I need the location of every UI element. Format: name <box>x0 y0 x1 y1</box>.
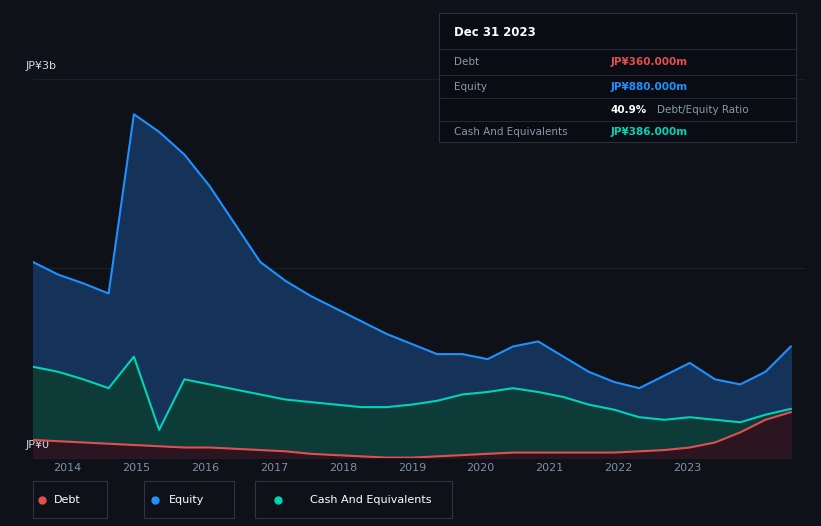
Text: Cash And Equivalents: Cash And Equivalents <box>453 127 567 137</box>
Text: Debt/Equity Ratio: Debt/Equity Ratio <box>657 105 749 115</box>
Text: Equity: Equity <box>453 82 487 92</box>
Text: Debt: Debt <box>453 57 479 67</box>
Text: JP¥3b: JP¥3b <box>25 62 56 72</box>
Text: 40.9%: 40.9% <box>611 105 647 115</box>
Text: Cash And Equivalents: Cash And Equivalents <box>310 494 431 505</box>
Text: JP¥0: JP¥0 <box>25 440 49 450</box>
Text: JP¥880.000m: JP¥880.000m <box>611 82 688 92</box>
Text: JP¥386.000m: JP¥386.000m <box>611 127 688 137</box>
Text: JP¥360.000m: JP¥360.000m <box>611 57 688 67</box>
Text: Debt: Debt <box>53 494 80 505</box>
Text: Equity: Equity <box>169 494 204 505</box>
Text: Dec 31 2023: Dec 31 2023 <box>453 26 535 39</box>
